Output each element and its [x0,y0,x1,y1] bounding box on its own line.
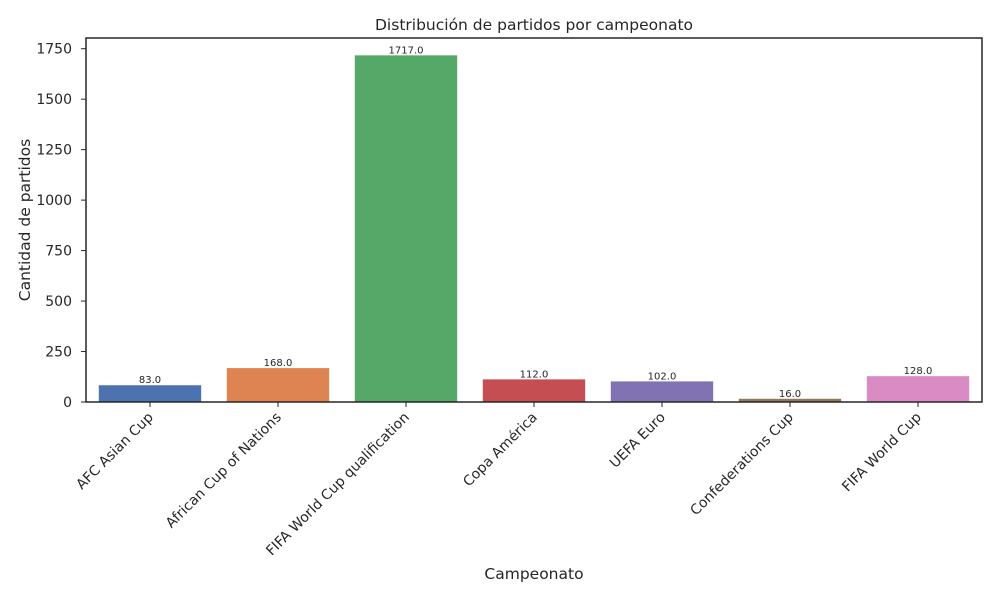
y-tick-label: 1250 [36,143,72,159]
bar [98,385,202,402]
chart-title: Distribución de partidos por campeonato [375,16,693,34]
bar [610,381,714,402]
x-tick-label: Copa América [460,410,541,491]
plot-frame [85,37,983,403]
x-tick-label: African Cup of Nations [163,410,285,532]
bar-value-label: 16.0 [779,389,801,400]
x-tick-label: FIFA World Cup [839,409,925,495]
x-tick-label: Confederations Cup [687,409,796,518]
y-axis-title: Cantidad de partidos [16,139,34,301]
y-tick-label: 500 [45,294,72,310]
y-tick-label: 0 [63,395,72,411]
bar-value-label: 1717.0 [389,45,424,56]
bar-value-label: 168.0 [264,358,293,369]
x-axis-title: Campeonato [484,565,583,583]
bar [738,398,842,402]
y-tick-label: 1750 [36,42,72,58]
bar-value-label: 128.0 [904,366,933,377]
bar-value-label: 83.0 [139,375,161,386]
x-tick-label: AFC Asian Cup [73,409,157,493]
bar-value-label: 102.0 [648,371,677,382]
y-tick-label: 1000 [36,193,72,209]
y-tick-label: 1500 [36,92,72,108]
bars-group [98,55,970,402]
y-tick-label: 750 [45,244,72,260]
bar [226,368,330,402]
bar [866,376,970,402]
bar-labels-group: 83.0 168.0 1717.0 112.0 102.0 16.0 128.0 [139,45,932,399]
x-axis-ticks: AFC Asian Cup African Cup of NationsFIFA … [73,402,925,559]
y-tick-label: 250 [45,345,72,361]
bar [482,379,586,402]
x-tick-label: UEFA Euro [607,410,669,472]
bar-value-label: 112.0 [520,369,549,380]
x-tick-label: FIFA World Cup qualification [263,410,413,560]
bar [354,55,458,402]
y-axis-ticks: 0 250 500 750 1000 1250 1500 1750 [36,42,86,411]
